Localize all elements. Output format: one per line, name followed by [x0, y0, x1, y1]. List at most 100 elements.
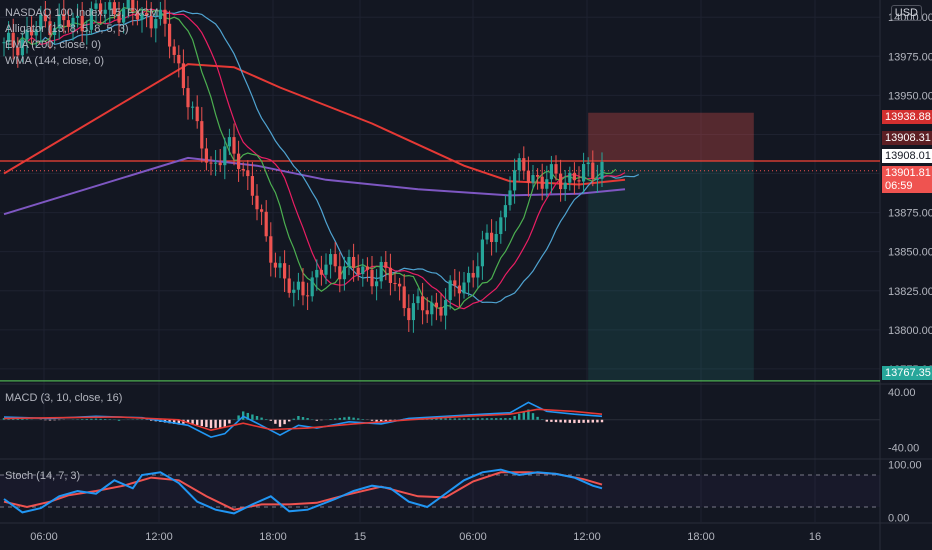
macd-bar	[600, 419, 604, 423]
macd-bar	[104, 419, 107, 420]
candle-body	[53, 28, 57, 36]
candle-body	[163, 9, 167, 24]
macd-bar	[536, 416, 539, 420]
legend-wma[interactable]: WMA (144, close, 0)	[5, 55, 105, 67]
candle-body	[375, 281, 379, 287]
macd-bar	[48, 419, 52, 421]
macd-bar	[278, 419, 282, 427]
macd-bar	[531, 413, 535, 420]
candle-body	[292, 289, 296, 293]
candle-body	[260, 209, 264, 212]
macd-bar	[2, 418, 6, 420]
price-tick-label: 13850.00	[888, 247, 932, 259]
candle-body	[117, 14, 121, 23]
candle-body	[241, 168, 245, 171]
macd-bar	[16, 418, 19, 420]
macd-bar	[283, 419, 286, 425]
candle-body	[448, 280, 452, 301]
candle-body	[411, 303, 415, 321]
candle-body	[393, 282, 397, 284]
candle-body	[379, 261, 383, 282]
candle-body	[2, 42, 6, 44]
candle-body	[57, 14, 61, 29]
candle-body	[278, 263, 282, 268]
candle-body	[223, 146, 227, 166]
candle-body	[421, 296, 425, 311]
macd-bar	[490, 418, 493, 420]
candle-body	[149, 15, 153, 29]
legend-alligator[interactable]: Alligator (13, 8, 5, 8, 5, 3)	[5, 23, 129, 35]
candle-body	[264, 211, 268, 237]
candle-body	[398, 283, 402, 287]
macd-bar	[541, 419, 544, 420]
macd-bar	[343, 417, 346, 420]
price-tag-countdown: 06:59	[882, 179, 932, 193]
macd-bar	[449, 418, 452, 420]
stoch-k-line	[3, 468, 603, 515]
candle-body	[39, 14, 43, 30]
macd-bar	[265, 419, 268, 420]
price-tick-label: 13875.00	[888, 208, 932, 220]
candle-body	[48, 21, 52, 36]
macd-bar	[81, 419, 84, 420]
candle-body	[214, 162, 218, 164]
candle-body	[30, 29, 34, 36]
candle-body	[508, 190, 512, 206]
candle-body	[370, 269, 374, 287]
macd-bar	[90, 418, 93, 420]
candle-body	[80, 15, 84, 32]
candle-body	[549, 164, 553, 180]
grid	[0, 0, 880, 522]
macd-bar	[99, 418, 102, 420]
macd-bar	[315, 419, 318, 421]
candle-body	[480, 239, 484, 267]
macd-bar	[292, 418, 295, 420]
macd-bar	[219, 419, 222, 428]
price-tag-last: 13901.81	[882, 166, 932, 180]
price-tag-stop: 13938.88	[882, 110, 932, 124]
candle-body	[342, 266, 346, 280]
candle-body	[255, 195, 259, 210]
candle-body	[338, 266, 342, 280]
legend-ema[interactable]: EMA (200, close, 0)	[5, 39, 101, 51]
macd-bar	[559, 419, 562, 423]
time-tick-label: 18:00	[687, 531, 715, 543]
macd-signal-line	[3, 408, 603, 432]
macd-bar	[260, 417, 263, 420]
candle-body	[365, 266, 369, 270]
macd-bar	[228, 419, 231, 424]
candle-body	[462, 282, 466, 294]
macd-bar	[94, 418, 98, 420]
position-stop-zone	[588, 112, 754, 162]
time-tick-label: 16	[809, 531, 821, 543]
candle-body	[71, 17, 75, 27]
candle-body	[494, 234, 498, 242]
currency-button[interactable]: USD	[890, 5, 922, 21]
candles	[2, 0, 604, 333]
time-tick-label: 15	[354, 531, 366, 543]
candle-body	[503, 205, 507, 218]
legend-main[interactable]: NASDAQ 100 Index, 15, FXCM	[5, 7, 159, 19]
candle-body	[416, 296, 420, 304]
macd-bar	[255, 416, 259, 420]
candle-body	[16, 47, 20, 56]
macd-bar	[504, 418, 507, 420]
legend-macd[interactable]: MACD (3, 10, close, 16)	[5, 392, 123, 404]
macd-bar	[334, 418, 337, 420]
legend-stoch[interactable]: Stoch (14, 7, 3)	[5, 470, 81, 482]
macd-bar	[251, 414, 254, 420]
candle-body	[76, 15, 80, 18]
candle-body	[11, 32, 15, 48]
macd-bar	[306, 418, 309, 420]
macd-bar	[568, 419, 571, 423]
candle-body	[85, 29, 89, 32]
candle-body	[540, 176, 544, 189]
candle-body	[269, 236, 273, 263]
macd-bar	[462, 418, 466, 420]
time-tick-label: 18:00	[259, 531, 287, 543]
macd-tick-label: -40.00	[888, 443, 919, 455]
candle-body	[517, 158, 521, 171]
candle-body	[218, 162, 222, 166]
price-tick-label: 13975.00	[888, 51, 932, 63]
